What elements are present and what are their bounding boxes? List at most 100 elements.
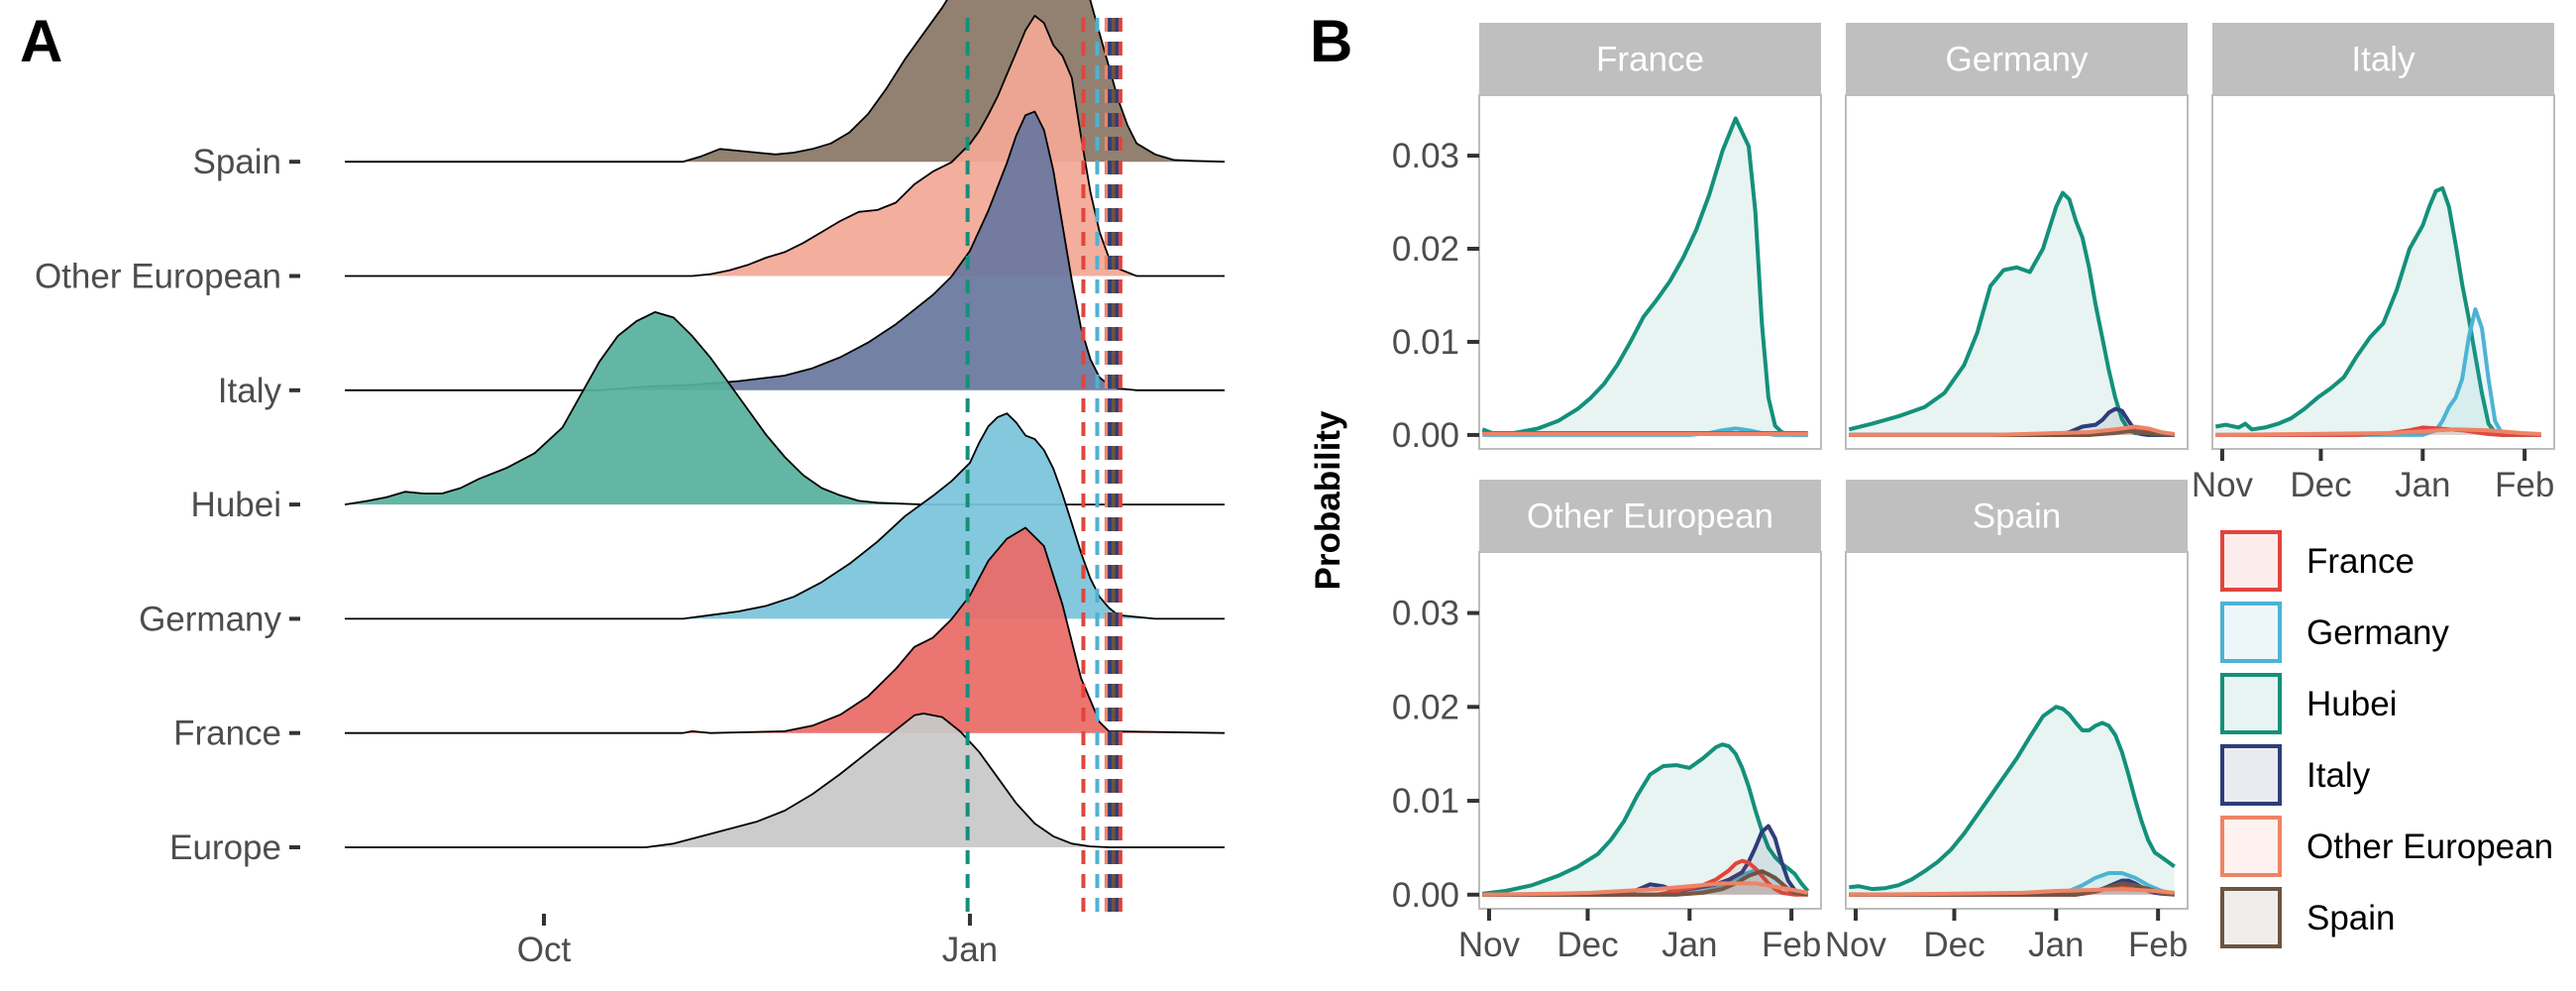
ridge-line-spain bbox=[345, 0, 1226, 164]
y-tick-label-france-1: 0.01 bbox=[1392, 323, 1459, 362]
area-italy-hubei bbox=[2215, 187, 2541, 435]
legend-key-bg-spain bbox=[2217, 884, 2285, 951]
legend-key-spain bbox=[2220, 887, 2282, 948]
area-italy-germany bbox=[2215, 309, 2541, 435]
x-tick-label-spain-dec: Dec bbox=[1923, 926, 1985, 964]
row-label-spain: Spain bbox=[192, 143, 281, 181]
area-germany-italy bbox=[1849, 408, 2175, 435]
ridge-fill-hubei bbox=[345, 311, 1225, 505]
row-label-germany: Germany bbox=[139, 600, 281, 638]
y-tick-label-other-european-0: 0.00 bbox=[1392, 876, 1459, 915]
row-label-other-european: Other European bbox=[35, 258, 281, 296]
x-tick-label-italy-jan: Jan bbox=[2395, 466, 2450, 504]
area-germany-spain bbox=[1849, 431, 2175, 435]
x-tick-label-spain-nov: Nov bbox=[1825, 926, 1887, 964]
area-spain-hubei bbox=[1849, 707, 2175, 895]
x-tick-label-spain-feb: Feb bbox=[2128, 926, 2188, 964]
facet-strip-italy bbox=[2212, 23, 2554, 95]
facet-title-italy: Italy bbox=[2351, 41, 2415, 79]
legend-key-germany bbox=[2220, 602, 2282, 663]
facet-frame-germany bbox=[1845, 94, 2189, 450]
legend-label-germany: Germany bbox=[2307, 613, 2449, 652]
ridge-line-europe bbox=[345, 713, 1225, 848]
row-label-hubei: Hubei bbox=[191, 486, 281, 524]
legend-label-spain: Spain bbox=[2307, 899, 2396, 937]
y-axis-title: Probability bbox=[1309, 410, 1347, 590]
row-label-europe: Europe bbox=[169, 828, 281, 867]
area-germany-france bbox=[1849, 430, 2175, 435]
line-spain-other-european bbox=[1849, 887, 2175, 897]
x-tick-label-italy-feb: Feb bbox=[2495, 466, 2554, 504]
ridge-fill-europe bbox=[345, 714, 1225, 847]
y-tick-label-other-european-3: 0.03 bbox=[1392, 595, 1459, 633]
area-other-european-other-european bbox=[1482, 883, 1808, 895]
x-tick-label-oct: Oct bbox=[517, 931, 572, 969]
panel-letter-a: A bbox=[20, 8, 62, 74]
legend-key-bg-hubei bbox=[2217, 670, 2285, 737]
x-tick-label-italy-dec: Dec bbox=[2290, 466, 2351, 504]
row-label-france: France bbox=[173, 715, 281, 753]
facet-title-other-european: Other European bbox=[1527, 497, 1773, 536]
line-france-hubei bbox=[1481, 116, 1808, 437]
x-tick-label-other-european-feb: Feb bbox=[1762, 926, 1821, 964]
legend-key-bg-italy bbox=[2217, 741, 2285, 809]
line-italy-hubei bbox=[2214, 185, 2541, 437]
ridge-line-hubei bbox=[344, 311, 1225, 505]
line-germany-other-european bbox=[1849, 424, 2175, 437]
panel-letter-b: B bbox=[1310, 8, 1352, 74]
line-other-european-other-european bbox=[1482, 881, 1809, 897]
facet-panel: France 0.00 0.01 0.02 0.03 Germany Italy Nov Dec… bbox=[1309, 23, 2555, 964]
x-tick-label-other-european-dec: Dec bbox=[1556, 926, 1618, 964]
area-germany-hubei bbox=[1849, 192, 2175, 435]
facet-title-germany: Germany bbox=[1946, 41, 2089, 79]
facet-strip-germany bbox=[1846, 23, 2188, 95]
facet-frame-france bbox=[1478, 94, 1822, 450]
area-france-hubei bbox=[1482, 118, 1808, 435]
ridge-fill-spain bbox=[345, 0, 1225, 163]
legend-key-bg-germany bbox=[2217, 599, 2285, 666]
x-tick-label-spain-jan: Jan bbox=[2028, 926, 2084, 964]
ridge-fill-italy bbox=[345, 111, 1225, 390]
legend-key-france bbox=[2220, 530, 2282, 592]
legend-label-hubei: Hubei bbox=[2307, 685, 2397, 723]
legend-key-bg-france bbox=[2217, 527, 2285, 595]
facet-strip-other-european bbox=[1479, 480, 1821, 552]
x-tick-label-other-european-nov: Nov bbox=[1458, 926, 1521, 964]
legend-key-italy bbox=[2220, 744, 2282, 806]
line-germany-spain bbox=[1849, 429, 2175, 437]
ridge-fill-germany bbox=[345, 413, 1225, 619]
line-italy-other-european bbox=[2215, 427, 2541, 437]
facet-title-spain: Spain bbox=[1973, 497, 2062, 536]
facet-frame-other-european bbox=[1478, 551, 1822, 910]
legend-key-hubei bbox=[2220, 673, 2282, 734]
facet-title-france: France bbox=[1596, 41, 1704, 79]
ridge-fill-france bbox=[345, 527, 1225, 733]
facet-strip-spain bbox=[1846, 480, 2188, 552]
y-tick-label-other-european-1: 0.01 bbox=[1392, 782, 1459, 821]
ridgeline-panel: Europe France Germany Hubei Italy Other Europ… bbox=[35, 0, 1226, 969]
x-tick-label-italy-nov: Nov bbox=[2192, 466, 2254, 504]
y-tick-label-other-european-2: 0.02 bbox=[1392, 688, 1459, 726]
area-other-european-hubei bbox=[1482, 744, 1808, 895]
legend-label-italy: Italy bbox=[2307, 756, 2371, 795]
y-tick-label-france-0: 0.00 bbox=[1392, 416, 1459, 455]
row-label-italy: Italy bbox=[218, 372, 282, 410]
legend-key-other-european bbox=[2220, 816, 2282, 877]
area-italy-france bbox=[2215, 427, 2541, 435]
x-tick-label-other-european-jan: Jan bbox=[1662, 926, 1717, 964]
facet-frame-spain bbox=[1845, 551, 2189, 910]
line-other-european-italy bbox=[1482, 824, 1808, 897]
line-other-european-france bbox=[1482, 858, 1808, 897]
legend-label-france: France bbox=[2307, 542, 2415, 581]
ridge-line-france bbox=[345, 526, 1226, 734]
line-other-european-hubei bbox=[1482, 742, 1810, 896]
ridge-line-germany bbox=[345, 412, 1225, 620]
ridge-line-italy bbox=[345, 110, 1225, 391]
x-tick-label-jan: Jan bbox=[942, 931, 998, 969]
legend-key-bg-other-european bbox=[2217, 813, 2285, 880]
y-tick-label-france-2: 0.02 bbox=[1392, 230, 1459, 269]
y-tick-label-france-3: 0.03 bbox=[1392, 137, 1459, 175]
line-spain-hubei bbox=[1849, 705, 2176, 892]
facet-frame-italy bbox=[2211, 94, 2555, 450]
